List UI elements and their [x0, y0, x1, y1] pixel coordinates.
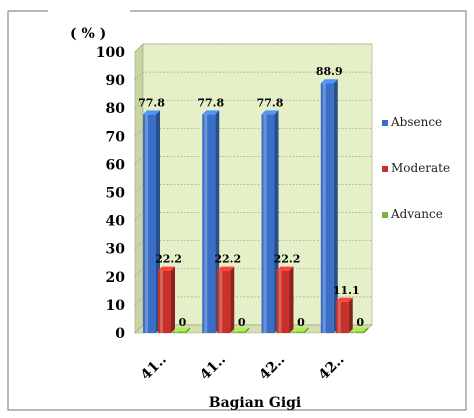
- legend-swatch: [382, 212, 388, 218]
- y-tick-label: 10: [106, 298, 126, 314]
- y-tick-label: 40: [106, 214, 126, 230]
- bar: [261, 110, 279, 333]
- y-tick-labels: 0 10 20 30 40 50 60 70 80 90 100: [96, 45, 125, 342]
- legend-item: Advance: [382, 207, 443, 221]
- bar: [173, 327, 190, 333]
- bar: [202, 110, 220, 333]
- legend-item: Moderate: [382, 161, 450, 175]
- legend: Absence Moderate Advance: [382, 115, 450, 221]
- y-tick-label: 70: [106, 129, 126, 145]
- legend-label: Absence: [390, 115, 442, 129]
- y-tick-label: 100: [96, 45, 125, 61]
- bar: [158, 266, 175, 333]
- data-label: 22.2: [274, 253, 301, 266]
- bar: [320, 79, 338, 333]
- y-tick-label: 50: [106, 186, 126, 202]
- legend-item: Absence: [382, 115, 442, 129]
- data-label: 77.8: [197, 96, 224, 109]
- x-tick-label: 42..: [316, 352, 348, 384]
- legend-swatch: [382, 120, 388, 126]
- x-tick-label: 41..: [197, 352, 229, 384]
- bar: [143, 110, 160, 333]
- y-tick-label: 60: [106, 157, 126, 173]
- x-axis-title: Bagian Gigi: [209, 395, 302, 411]
- bar: [335, 297, 353, 333]
- legend-swatch: [382, 166, 388, 172]
- data-label: 11.1: [333, 284, 360, 297]
- gridline: [134, 99, 372, 109]
- data-labels: 77.8 22.2 0 77.8 22.2 0 77.8 22.2 0 88.9 11.1 0: [138, 65, 364, 329]
- data-label: 0: [238, 316, 246, 329]
- x-tick-label: 41..: [138, 352, 170, 384]
- y-tick-label: 90: [106, 73, 126, 89]
- legend-label: Advance: [390, 207, 443, 221]
- bar: [291, 327, 309, 333]
- y-axis-title: ( % ): [70, 26, 106, 42]
- bars: [143, 79, 368, 333]
- side-wall: [134, 43, 144, 334]
- data-label: 22.2: [214, 253, 241, 266]
- y-tick-label: 30: [106, 242, 126, 258]
- data-label: 22.2: [155, 253, 182, 266]
- data-label: 0: [356, 316, 364, 329]
- x-tick-labels: 41.. 41.. 42.. 42..: [138, 352, 348, 384]
- y-tick-label: 80: [106, 101, 126, 117]
- data-label: 0: [297, 316, 305, 329]
- gridline: [134, 43, 372, 53]
- y-tick-label: 0: [115, 326, 125, 342]
- data-label: 77.8: [138, 96, 165, 109]
- gridline: [134, 71, 372, 81]
- bar: [217, 266, 235, 333]
- data-label: 0: [179, 316, 187, 329]
- data-label: 88.9: [316, 65, 343, 78]
- bar: [232, 327, 250, 333]
- bar: [350, 327, 368, 333]
- legend-label: Moderate: [391, 161, 450, 175]
- data-label: 77.8: [257, 96, 284, 109]
- frame-border: [7, 10, 467, 411]
- x-tick-label: 42..: [256, 352, 288, 384]
- y-tick-label: 20: [106, 270, 126, 286]
- bar: [276, 266, 294, 333]
